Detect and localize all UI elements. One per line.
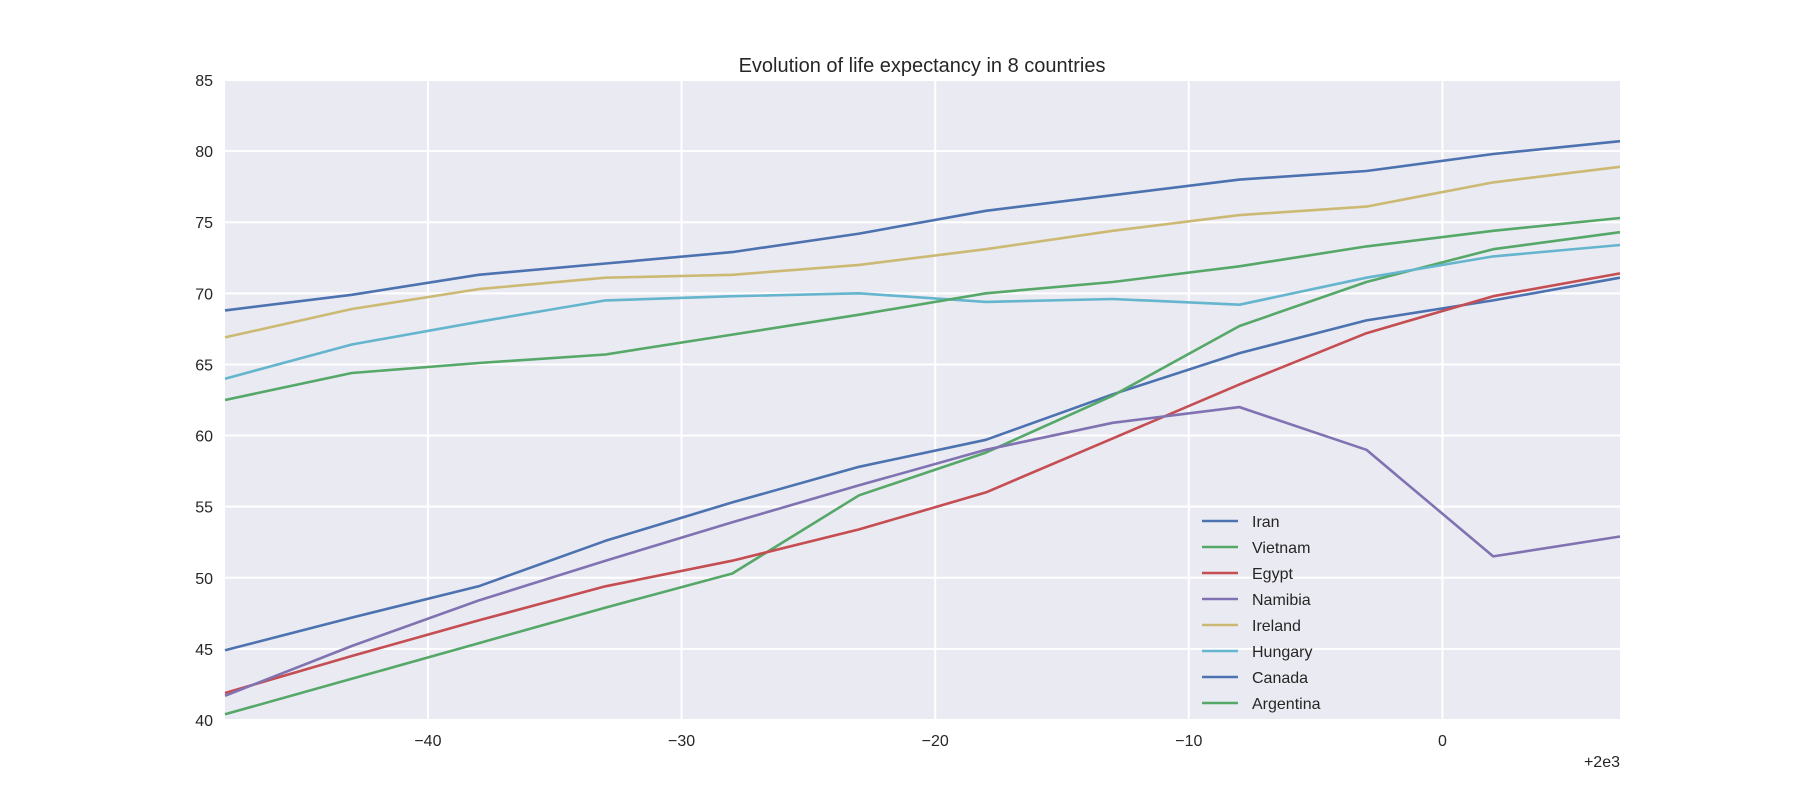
legend: Iran Vietnam Egypt Namibia Ireland Hungary Can… bbox=[1202, 514, 1321, 713]
legend-label-iran: Iran bbox=[1252, 514, 1280, 531]
legend-label-ireland: Ireland bbox=[1252, 618, 1301, 635]
y-tick-label: 85 bbox=[195, 73, 213, 90]
series-line-iran bbox=[224, 276, 1621, 652]
x-axis-ticks: −40 −30 −20 −10 0 bbox=[414, 733, 1447, 750]
series-line-canada bbox=[224, 139, 1621, 312]
y-tick-label: 75 bbox=[195, 215, 213, 232]
series-lines bbox=[224, 139, 1621, 716]
y-tick-label: 50 bbox=[195, 571, 213, 588]
y-tick-label: 70 bbox=[195, 286, 213, 303]
plot-area bbox=[225, 80, 1620, 720]
y-tick-label: 40 bbox=[195, 713, 213, 730]
chart-title: Evolution of life expectancy in 8 countr… bbox=[739, 55, 1106, 77]
y-tick-label: 65 bbox=[195, 357, 213, 374]
series-line-egypt bbox=[224, 272, 1621, 695]
x-tick-label: −10 bbox=[1175, 733, 1202, 750]
legend-label-argentina: Argentina bbox=[1252, 696, 1321, 713]
series-line-namibia bbox=[224, 405, 1621, 698]
legend-label-canada: Canada bbox=[1252, 670, 1308, 687]
y-tick-label: 60 bbox=[195, 429, 213, 446]
x-axis-offset-label: +2e3 bbox=[1584, 754, 1620, 771]
y-tick-label: 45 bbox=[195, 642, 213, 659]
series-line-argentina bbox=[224, 216, 1621, 402]
y-tick-label: 80 bbox=[195, 144, 213, 161]
legend-label-namibia: Namibia bbox=[1252, 592, 1311, 609]
legend-label-vietnam: Vietnam bbox=[1252, 540, 1310, 557]
legend-label-hungary: Hungary bbox=[1252, 644, 1312, 661]
series-line-ireland bbox=[224, 165, 1621, 339]
series-line-vietnam bbox=[224, 230, 1621, 716]
y-tick-label: 55 bbox=[195, 500, 213, 517]
x-tick-label: −20 bbox=[922, 733, 949, 750]
x-tick-label: −30 bbox=[668, 733, 695, 750]
legend-label-egypt: Egypt bbox=[1252, 566, 1293, 583]
x-tick-label: 0 bbox=[1438, 733, 1447, 750]
x-tick-label: −40 bbox=[414, 733, 441, 750]
series-line-hungary bbox=[224, 243, 1621, 380]
y-axis-ticks: 40 45 50 55 60 65 70 75 80 85 bbox=[195, 73, 213, 730]
